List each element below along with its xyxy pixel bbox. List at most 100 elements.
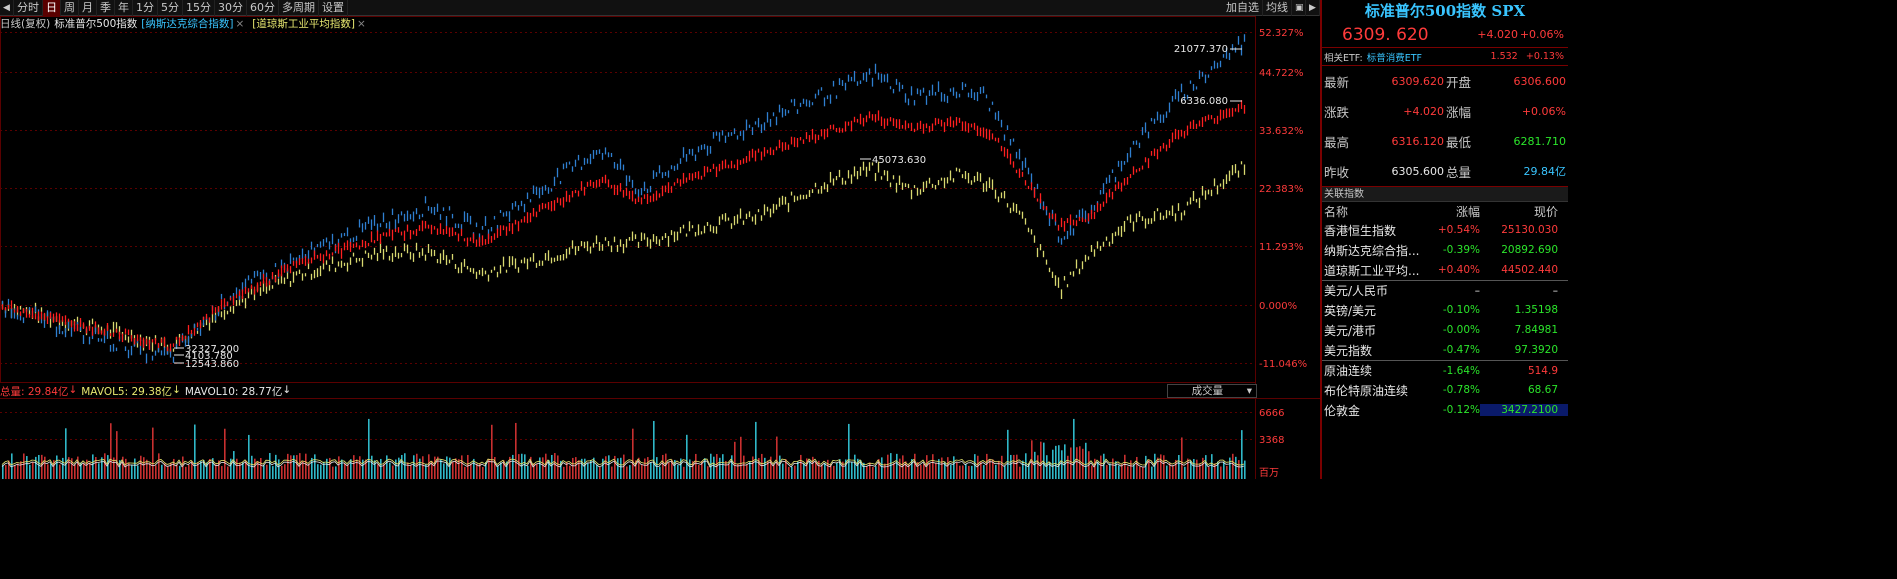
volume-bar bbox=[506, 461, 508, 479]
moving-average-button[interactable]: 均线 bbox=[1263, 0, 1292, 16]
next-arrow-icon[interactable]: ▶ bbox=[1306, 0, 1320, 16]
volume-bar bbox=[623, 454, 625, 479]
related-index-row[interactable]: 香港恒生指数 +0.54% 25130.030 bbox=[1322, 220, 1568, 240]
volume-bar bbox=[962, 465, 964, 479]
volume-bar bbox=[179, 465, 181, 479]
volume-bar bbox=[737, 464, 739, 479]
volume-bar bbox=[722, 454, 724, 479]
period-button[interactable]: 多周期 bbox=[279, 0, 319, 16]
volume-bar bbox=[26, 456, 28, 479]
volume-bar bbox=[356, 459, 358, 479]
period-button[interactable]: 季 bbox=[97, 0, 115, 16]
volume-bar bbox=[1118, 465, 1120, 479]
period-toolbar: ◀ 分时日周月季年 1分 5分 15分 30分 60分 多周期 设置 加自选 均线 ▣ ▶ bbox=[0, 0, 1320, 16]
volume-bar bbox=[281, 465, 283, 479]
volume-legend: 总量: 29.84亿 ↓ MAVOL5: 29.38亿 ↓ MAVOL10: 2… bbox=[0, 384, 291, 398]
volume-bar bbox=[887, 454, 889, 479]
volume-bar bbox=[410, 465, 412, 479]
col-pct: 涨幅 bbox=[1455, 204, 1480, 219]
volume-bar bbox=[563, 466, 565, 479]
volume-bar bbox=[74, 464, 76, 479]
volume-bar bbox=[1010, 454, 1012, 479]
related-index-price: 20892.690 bbox=[1501, 244, 1558, 256]
volume-bar bbox=[533, 463, 535, 479]
period-button[interactable]: 15分 bbox=[183, 0, 215, 16]
related-index-row[interactable]: 伦敦金 -0.12% 3427.2100 bbox=[1322, 400, 1568, 420]
period-button[interactable]: 60分 bbox=[247, 0, 279, 16]
volume-bar bbox=[647, 457, 649, 479]
volume-bar bbox=[1172, 465, 1174, 479]
volume-bar bbox=[50, 463, 52, 479]
volume-bar bbox=[248, 434, 250, 479]
period-button[interactable]: 年 bbox=[115, 0, 133, 16]
volume-bar bbox=[1046, 455, 1048, 479]
period-button[interactable]: 周 bbox=[61, 0, 79, 16]
related-index-row[interactable]: 英镑/美元 -0.10% 1.35198 bbox=[1322, 300, 1568, 320]
price-chart[interactable]: 52.327% 44.722% 33.632% 22.383% 11.293% 0.000… bbox=[0, 16, 1320, 479]
volume-bar bbox=[752, 456, 754, 479]
volume-bar bbox=[71, 458, 73, 479]
volume-bar bbox=[347, 464, 349, 479]
volume-bar bbox=[494, 456, 496, 479]
volume-bar bbox=[308, 463, 310, 479]
volume-bar bbox=[1190, 460, 1192, 479]
price-change: +4.020 bbox=[1477, 28, 1518, 41]
volume-bar bbox=[1157, 457, 1159, 479]
quote-value: +0.06% bbox=[1521, 104, 1566, 118]
volume-bar bbox=[815, 461, 817, 479]
volume-bar bbox=[1163, 455, 1165, 479]
mavol10-line bbox=[1, 460, 1245, 468]
period-button[interactable]: 1分 bbox=[133, 0, 158, 16]
volume-bar bbox=[797, 461, 799, 479]
chart-legend: 日线(复权) 标准普尔500指数 [纳斯达克综合指数] × [道琼斯工业平均指数… bbox=[0, 16, 370, 31]
period-button[interactable]: 月 bbox=[79, 0, 97, 16]
volume-bar bbox=[779, 455, 781, 479]
volume-bar bbox=[860, 460, 862, 479]
quote-value: 6281.710 bbox=[1513, 134, 1567, 148]
related-index-row[interactable]: 美元/港币 -0.00% 7.84981 bbox=[1322, 320, 1568, 340]
compare-series-nasdaq[interactable]: [纳斯达克综合指数] bbox=[141, 18, 234, 30]
volume-bar bbox=[464, 466, 466, 479]
volume-bar bbox=[941, 457, 943, 479]
period-button[interactable]: 设置 bbox=[319, 0, 348, 16]
volume-bar bbox=[275, 454, 277, 479]
remove-nasdaq-close-icon[interactable]: × bbox=[235, 17, 245, 30]
y-axis-label: 44.722% bbox=[1259, 68, 1304, 79]
related-index-row[interactable]: 美元/人民币 – – bbox=[1322, 280, 1568, 300]
volume-bar bbox=[767, 460, 769, 479]
remove-dow-close-icon[interactable]: × bbox=[356, 17, 366, 30]
related-index-row[interactable]: 布伦特原油连续 -0.78% 68.67 bbox=[1322, 380, 1568, 400]
period-button[interactable]: 5分 bbox=[158, 0, 183, 16]
related-etf-row[interactable]: 相关ETF: 标普消费ETF 1.532 +0.13% bbox=[1322, 48, 1568, 66]
volume-bar bbox=[155, 465, 157, 479]
volume-bar bbox=[770, 456, 772, 479]
volume-bar bbox=[995, 465, 997, 479]
volume-bar bbox=[491, 424, 493, 479]
quote-value: 6305.600 bbox=[1391, 164, 1445, 178]
volume-bar bbox=[590, 460, 592, 479]
volume-bar bbox=[854, 454, 856, 479]
indicator-select[interactable]: 成交量 ▾ bbox=[1167, 384, 1257, 398]
etf-name[interactable]: 标普消费ETF bbox=[1366, 52, 1423, 64]
period-button[interactable]: 日 bbox=[43, 0, 61, 16]
period-button[interactable]: 分时 bbox=[14, 0, 43, 16]
security-title: 标准普尔500指数 SPX bbox=[1364, 2, 1526, 20]
volume-bar bbox=[485, 462, 487, 479]
prev-arrow-icon[interactable]: ◀ bbox=[0, 0, 14, 16]
volume-bar bbox=[344, 463, 346, 479]
related-index-row[interactable]: 美元指数 -0.47% 97.3920 bbox=[1322, 340, 1568, 360]
compare-series-dow[interactable]: [道琼斯工业平均指数] bbox=[252, 18, 355, 30]
volume-bar bbox=[119, 460, 121, 479]
volume-bar bbox=[134, 458, 136, 479]
related-index-row[interactable]: 纳斯达克综合指... -0.39% 20892.690 bbox=[1322, 240, 1568, 260]
window-icon[interactable]: ▣ bbox=[1292, 0, 1306, 16]
volume-bar bbox=[137, 465, 139, 479]
volume-bar bbox=[689, 459, 691, 479]
mavol10-arrow: ↓ bbox=[282, 384, 292, 396]
volume-bar bbox=[1214, 463, 1216, 479]
related-index-row[interactable]: 原油连续 -1.64% 514.9 bbox=[1322, 360, 1568, 380]
period-button[interactable]: 30分 bbox=[215, 0, 247, 16]
related-index-row[interactable]: 道琼斯工业平均... +0.40% 44502.440 bbox=[1322, 260, 1568, 280]
volume-bar bbox=[17, 463, 19, 479]
add-watchlist-button[interactable]: 加自选 bbox=[1223, 0, 1263, 16]
